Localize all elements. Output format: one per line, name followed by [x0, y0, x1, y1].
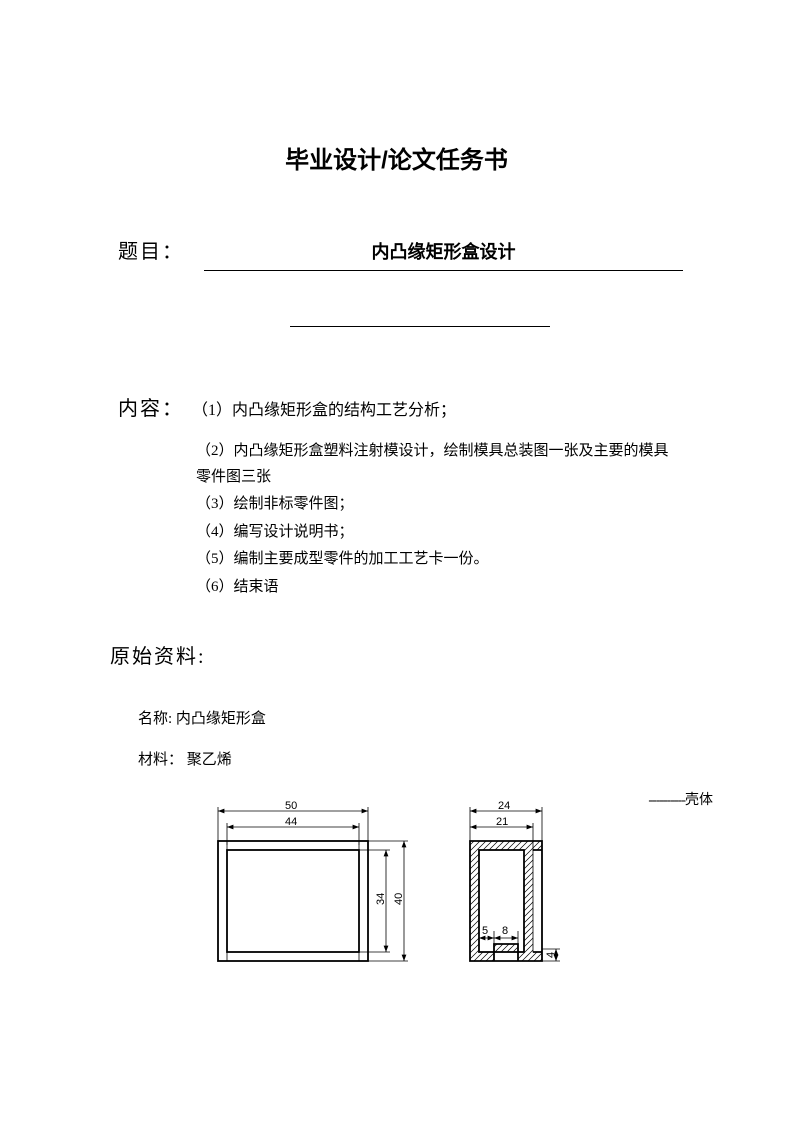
- name-row: 名称: 内凸缘矩形盒: [138, 707, 683, 728]
- content-section: 内容： （1）内凸缘矩形盒的结构工艺分析； （2）内凸缘矩形盒塑料注射模设计，绘…: [110, 392, 683, 600]
- svg-text:34: 34: [375, 893, 387, 905]
- page-title: 毕业设计/论文任务书: [110, 140, 683, 175]
- material-label: 材料：: [138, 752, 183, 768]
- technical-drawing: ----------壳体 50 44: [180, 795, 683, 990]
- svg-text:21: 21: [496, 816, 508, 828]
- shell-label: ----------壳体: [648, 789, 713, 809]
- underline-blank: [290, 279, 550, 327]
- topic-label: 题目：: [118, 235, 184, 264]
- name-value: 内凸缘矩形盒: [176, 711, 266, 727]
- drawing-svg: 50 44 34 40: [180, 795, 650, 990]
- name-label: 名称:: [138, 711, 172, 727]
- topic-row: 题目： 内凸缘矩形盒设计: [110, 235, 683, 271]
- content-item: （2）内凸缘矩形盒塑料注射模设计，绘制模具总装图一张及主要的模具零件图三张: [196, 439, 683, 490]
- content-item: （3）绘制非标零件图；: [196, 492, 683, 518]
- content-list: （2）内凸缘矩形盒塑料注射模设计，绘制模具总装图一张及主要的模具零件图三张 （3…: [196, 439, 683, 600]
- svg-text:24: 24: [498, 800, 510, 812]
- svg-text:50: 50: [285, 800, 297, 812]
- svg-text:5: 5: [482, 925, 488, 937]
- svg-text:44: 44: [285, 816, 297, 828]
- content-item: （5）编制主要成型零件的加工工艺卡一份。: [196, 547, 683, 573]
- content-item: （4）编写设计说明书；: [196, 520, 683, 546]
- svg-text:4: 4: [545, 952, 557, 958]
- raw-data-label: 原始资料:: [110, 640, 683, 669]
- content-label: 内容：: [118, 398, 184, 420]
- svg-text:40: 40: [393, 893, 405, 905]
- content-item: （6）结束语: [196, 575, 683, 601]
- svg-text:8: 8: [502, 925, 508, 937]
- material-value: 聚乙烯: [187, 752, 232, 768]
- content-item-1: （1）内凸缘矩形盒的结构工艺分析；: [192, 402, 456, 419]
- material-row: 材料： 聚乙烯: [138, 748, 683, 769]
- topic-value: 内凸缘矩形盒设计: [204, 238, 683, 271]
